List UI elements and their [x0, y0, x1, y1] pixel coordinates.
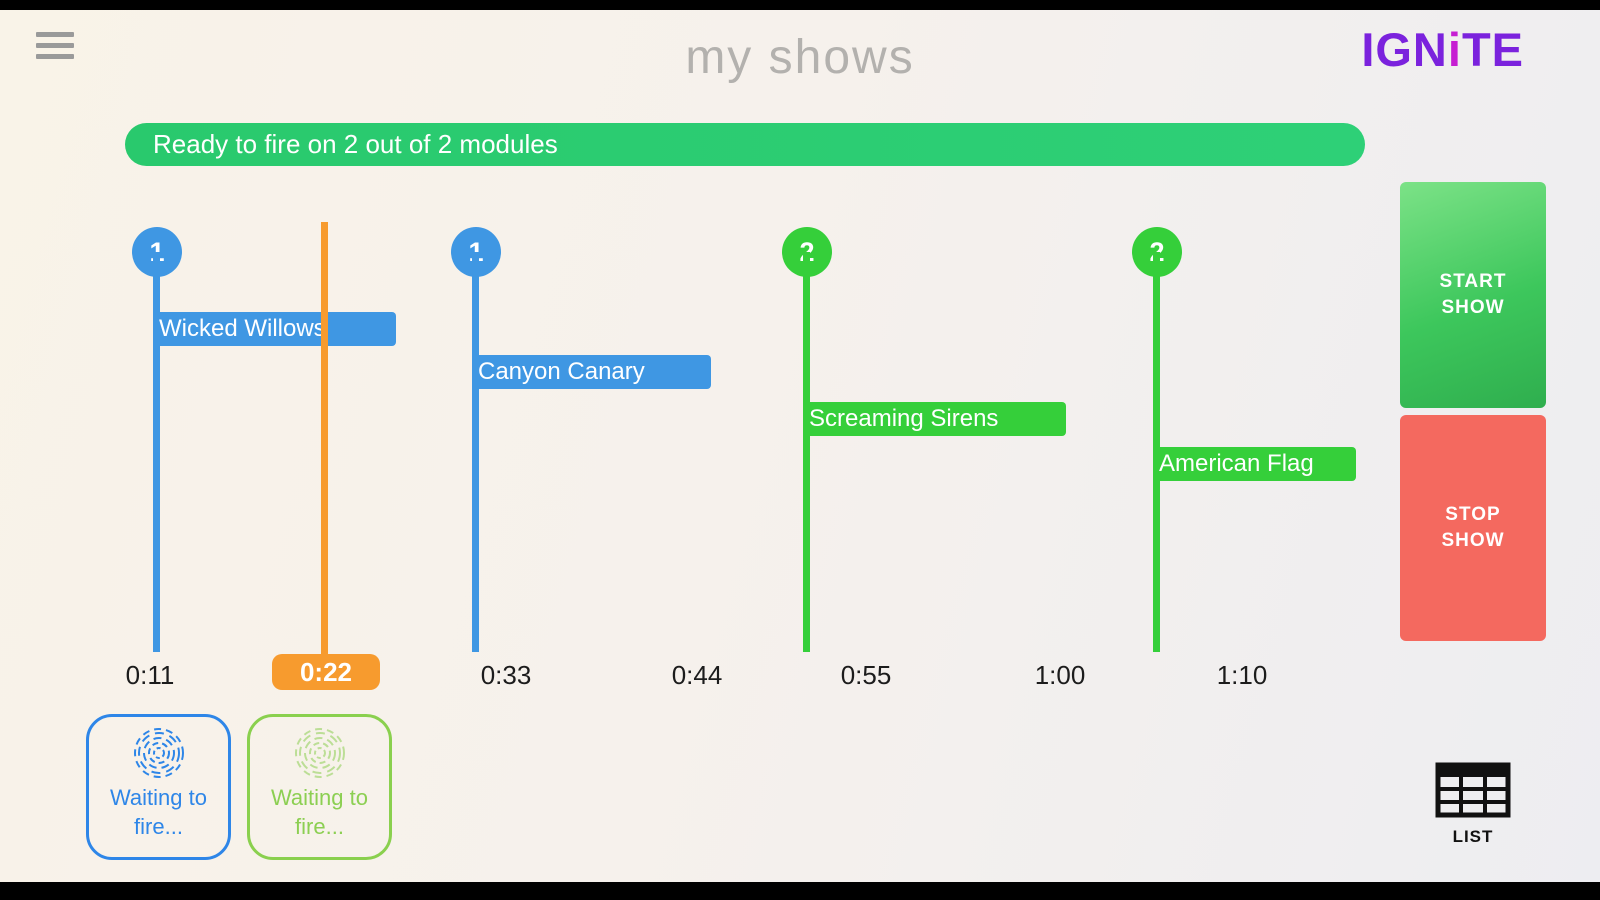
letterbox-top [0, 0, 1600, 10]
logo-segment: i [1447, 23, 1462, 76]
timeline-event: 1 Canyon Canary [451, 227, 711, 652]
table-icon [1435, 762, 1511, 818]
module-status-text: Waiting to fire... [109, 785, 207, 839]
stop-show-button[interactable]: STOP SHOW [1400, 415, 1546, 641]
time-tick: 1:00 [1034, 660, 1086, 690]
ignite-logo: IGNiTE [1361, 22, 1524, 77]
menu-bar [36, 43, 74, 48]
module-status-card[interactable]: Waiting to fire... [247, 714, 392, 860]
event-cue-line [153, 252, 160, 652]
letterbox-bottom [0, 882, 1600, 900]
menu-icon[interactable] [36, 32, 74, 65]
time-tick: 1:10 [1216, 660, 1268, 690]
logo-segment: TE [1461, 23, 1524, 76]
time-tick: 0:11 [125, 660, 175, 690]
playhead[interactable]: 0:22 [272, 222, 380, 690]
playhead-line [321, 222, 328, 656]
event-cue-line [803, 252, 810, 652]
timeline-event: 2 Screaming Sirens [782, 227, 1066, 652]
playhead-time-badge[interactable]: 0:22 [272, 654, 380, 690]
time-tick: 0:44 [671, 660, 723, 690]
module-status-text: Waiting to fire... [270, 785, 368, 839]
fingerprint-icon [294, 728, 345, 778]
module-status-card[interactable]: Waiting to fire... [86, 714, 231, 860]
time-tick: 0:55 [840, 660, 892, 690]
start-show-button[interactable]: START SHOW [1400, 182, 1546, 408]
fingerprint-icon [133, 728, 184, 778]
event-cue-line [472, 252, 479, 652]
menu-bar [36, 32, 74, 37]
status-banner: Ready to fire on 2 out of 2 modules [125, 123, 1365, 166]
status-banner-text: Ready to fire on 2 out of 2 modules [153, 129, 558, 159]
menu-bar [36, 54, 74, 59]
event-label[interactable]: Canyon Canary [472, 355, 711, 389]
logo-segment: IGN [1361, 23, 1448, 76]
event-label[interactable]: American Flag [1153, 447, 1356, 481]
list-view-button[interactable]: LIST [1434, 762, 1512, 847]
list-button-label: LIST [1452, 827, 1494, 846]
page-title: my shows [685, 31, 915, 84]
event-label[interactable]: Wicked Willows [153, 312, 396, 346]
timeline-event: 2 American Flag [1132, 227, 1356, 652]
timeline-event: 1 Wicked Willows [132, 227, 396, 652]
time-tick: 0:33 [480, 660, 532, 690]
event-label[interactable]: Screaming Sirens [803, 402, 1066, 436]
